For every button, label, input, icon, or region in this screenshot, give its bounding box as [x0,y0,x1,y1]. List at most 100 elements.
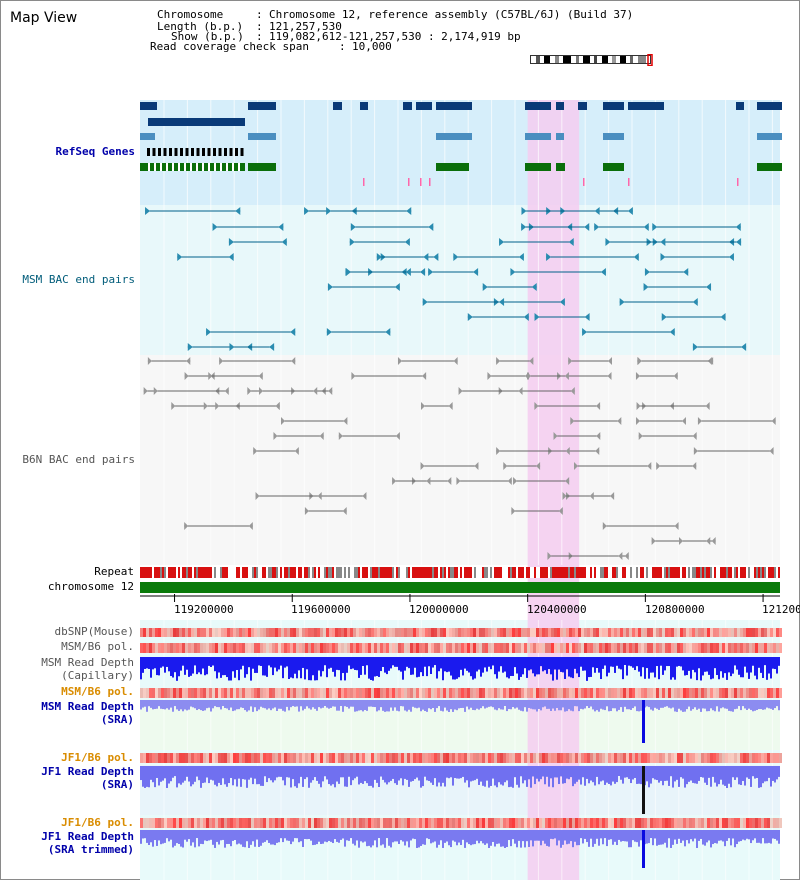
msm-b6-pol-strip-2 [620,688,623,698]
repeat-mark [738,567,740,578]
jf1-depth-trimmed-bar [730,830,732,846]
jf1-depth-trimmed-bar [618,830,620,840]
msm-depth-capillary-bar [270,657,272,668]
jf1-depth-sra-bar [340,766,342,778]
msm-bac-end [228,238,234,246]
dbsnp-strip [431,628,434,637]
msm-depth-sra-bar [672,700,674,708]
msm-b6-pol-strip [587,643,590,653]
jf1-depth-sra-bar [398,766,400,781]
dbsnp-strip [764,628,767,637]
jf1-b6-pol-strip-2 [395,818,398,828]
msm-depth-capillary-bar [168,657,170,672]
msm-b6-pol-strip [647,643,650,653]
repeat-mark [198,567,200,578]
jf1-depth-sra-bar [358,766,360,785]
repeat-mark [208,567,210,578]
b6n-bac-end [215,402,220,410]
jf1-depth-trimmed-bar [778,830,780,844]
jf1-depth-sra-bar [610,766,612,786]
jf1-depth-trimmed-bar [432,830,434,843]
repeat-mark [224,567,226,578]
jf1-b6-pol-strip [302,753,305,763]
msm-depth-sra-bar [718,700,720,712]
msm-depth-capillary-bar [442,657,444,681]
msm-b6-pol-strip [764,643,767,653]
msm-depth-capillary-bar [552,657,554,681]
repeat-mark [614,567,616,578]
repeat-mark [580,567,582,578]
chromosome-ideogram[interactable] [530,54,654,66]
msm-b6-pol-strip [446,643,449,653]
jf1-depth-trimmed-bar [544,830,546,844]
dbsnp-strip [362,628,365,637]
msm-bac-end [345,268,351,276]
refseq-exon [213,148,216,156]
msm-depth-sra-bar [154,700,156,709]
msm-depth-sra-bar [510,700,512,710]
msm-depth-capillary-bar [286,657,288,667]
jf1-b6-pol-strip [326,753,329,763]
repeat-mark [546,567,548,578]
refseq-tick [628,178,630,186]
jf1-depth-trimmed-bar [312,830,314,846]
msm-depth-sra-bar [538,700,540,709]
jf1-depth-trimmed-bar [200,830,202,844]
jf1-b6-pol-strip [200,753,203,763]
jf1-depth-trimmed-bar [606,830,608,847]
msm-depth-sra-bar [524,700,526,708]
jf1-b6-pol-strip [341,753,344,763]
jf1-depth-sra-bar [252,766,254,785]
msm-b6-pol-strip [332,643,335,653]
msm-b6-pol-strip [284,643,287,653]
refseq-exon-gap [148,163,150,171]
jf1-depth-trimmed-bar [710,830,712,848]
msm-depth-capillary-bar [232,657,234,672]
repeat-mark [308,567,310,578]
jf1-b6-pol-strip-2 [575,818,578,828]
jf1-depth-sra-bar [652,766,654,779]
jf1-depth-trimmed-bar [352,830,354,844]
jf1-b6-pol-strip-2 [212,818,215,828]
jf1-depth-trimmed-bar [318,830,320,842]
jf1-depth-sra-bar [488,766,490,788]
repeat-mark [306,567,308,578]
dbsnp-strip [683,628,686,637]
jf1-b6-pol-strip [215,753,218,763]
msm-bac-end [428,268,434,276]
msm-b6-pol-strip-2 [572,688,575,698]
msm-depth-capillary-bar [382,657,384,667]
jf1-b6-pol-strip-2 [494,818,497,828]
repeat-mark [474,567,476,578]
dbsnp-strip [491,628,494,637]
msm-b6-pol-strip [548,643,551,653]
jf1-depth-sra-bar [618,766,620,777]
dbsnp-strip [722,628,725,637]
repeat-mark [334,567,336,578]
chromosome-label: Chromosome [157,8,224,21]
msm-b6-pol-strip-2 [152,688,155,698]
jf1-depth-trimmed-bar [266,830,268,841]
msm-b6-pol-strip-2 [377,688,380,698]
refseq-gene-row3 [248,133,276,140]
track-label-msm-depth-capillary: MSM Read Depth [41,656,134,669]
jf1-depth-trimmed-bar [514,830,516,844]
b6n-bac-end [547,552,552,560]
jf1-depth-sra-bar [300,766,302,777]
b6n-bac-end [596,402,601,410]
msm-b6-pol-strip-2 [701,688,704,698]
msm-depth-sra-bar [152,700,154,710]
dbsnp-strip [602,628,605,637]
jf1-b6-pol-strip [146,753,149,763]
repeat-mark [476,567,478,578]
jf1-depth-sra-bar [292,766,294,780]
msm-b6-pol-strip [404,643,407,653]
jf1-b6-pol-strip [263,753,266,763]
b6n-bac-end [705,402,710,410]
repeat-mark [190,567,192,578]
msm-depth-capillary-bar [456,657,458,679]
msm-depth-capillary-bar [746,657,748,673]
msm-depth-sra-bar [300,700,302,707]
msm-b6-pol-strip-2 [329,688,332,698]
